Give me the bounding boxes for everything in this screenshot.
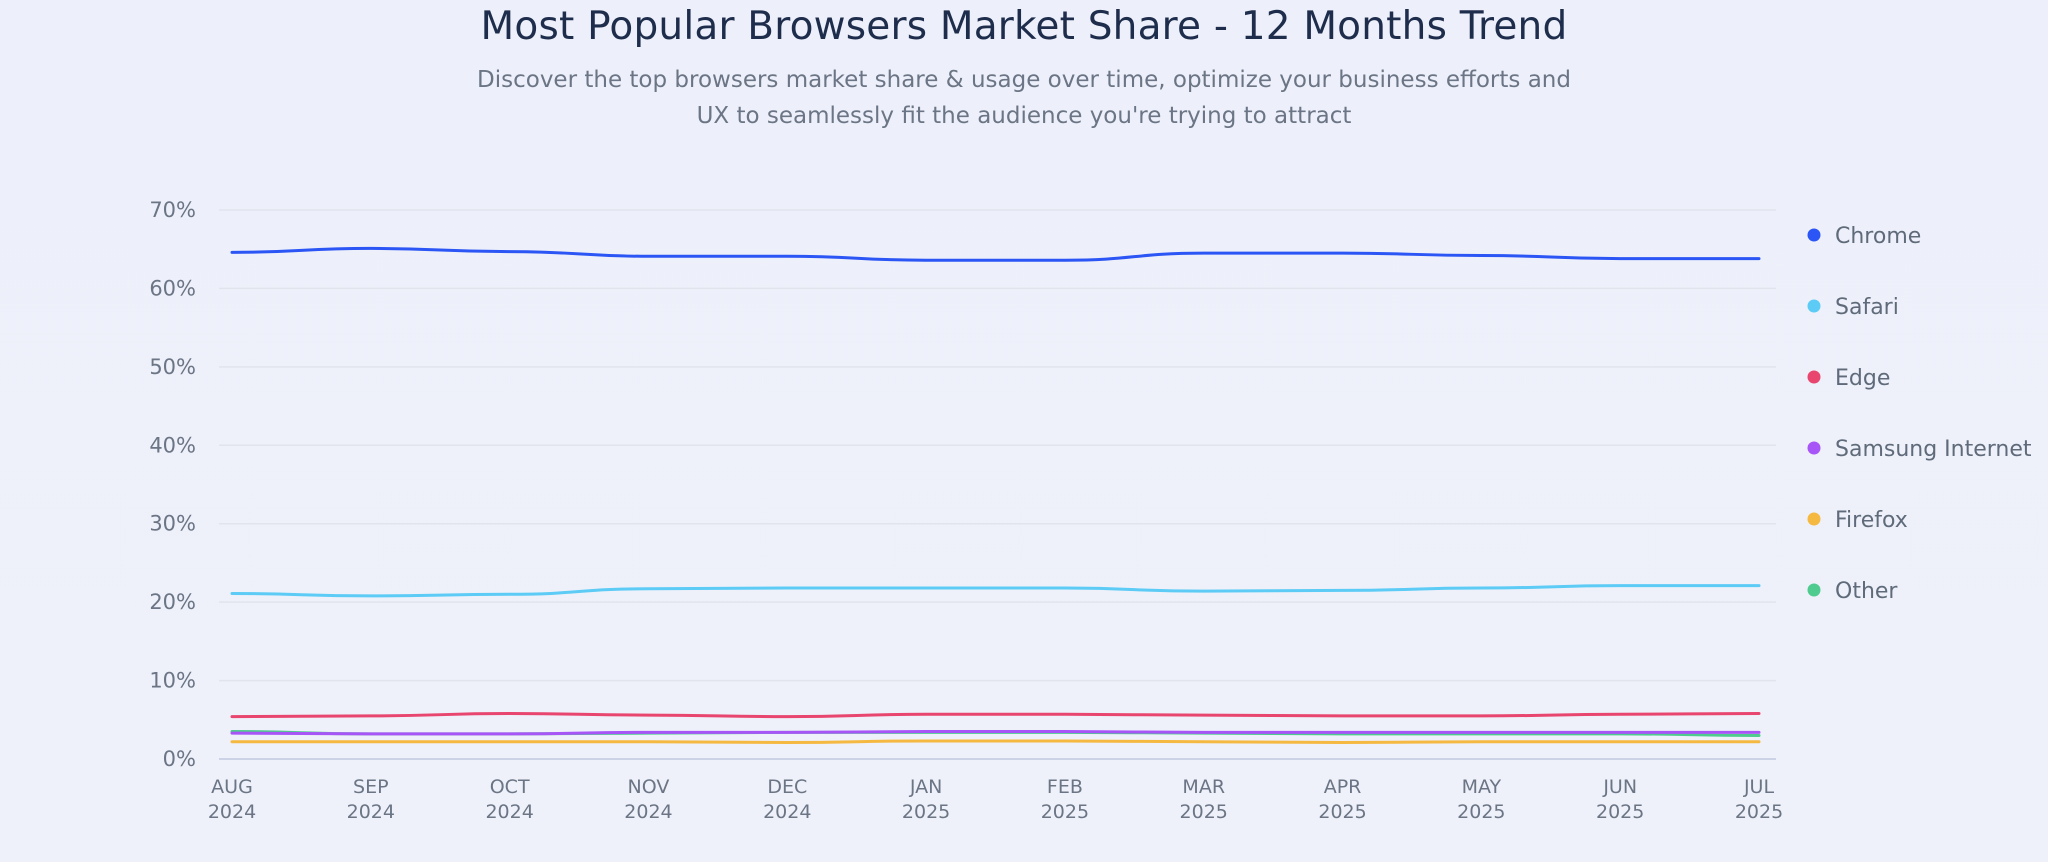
y-tick-label: 40% [149,433,196,457]
x-axis: AUG 2024 SEP 2024 OCT 2024 NOV 2024 DEC 2024 JAN 20… [208,776,1783,823]
x-tick-label: JUN 2025 [1596,776,1644,823]
x-tick-label: NOV 2024 [624,776,672,823]
y-tick-label: 10% [149,669,196,693]
legend-marker [1807,512,1821,526]
x-tick-label: FEB 2025 [1041,776,1089,823]
legend-marker [1807,299,1821,313]
chart-subtitle: Discover the top browsers market share &… [477,67,1571,129]
legend-label: Edge [1835,366,1890,391]
series-line-firefox [230,739,1761,745]
legend-label: Firefox [1835,508,1908,533]
x-tick-label: JAN 2025 [902,776,950,823]
legend-label: Chrome [1835,224,1921,249]
grid [219,209,1776,760]
x-tick-label: AUG 2024 [208,776,256,823]
legend-marker [1807,583,1821,597]
y-tick-label: 30% [149,512,196,536]
legend-marker [1807,370,1821,384]
legend-marker [1807,441,1821,455]
series-line-samsung-internet [230,730,1761,736]
y-axis: 0% 10% 20% 30% 40% 50% 60% 70% [149,198,196,771]
series-lines [230,246,1761,745]
y-tick-label: 70% [149,198,196,222]
y-tick-label: 0% [163,747,196,771]
x-tick-label: JUL 2025 [1735,776,1783,823]
x-tick-label: SEP 2024 [347,776,395,823]
legend-label: Samsung Internet [1835,437,2032,462]
y-tick-label: 50% [149,355,196,379]
legend: Chrome Safari Edge Samsung Internet Firefox O… [1807,224,2032,604]
legend-marker [1807,228,1821,242]
x-tick-label: MAY 2025 [1457,776,1505,823]
x-tick-label: APR 2025 [1318,776,1366,823]
legend-label: Safari [1835,295,1899,320]
y-tick-label: 20% [149,590,196,614]
x-tick-label: OCT 2024 [485,776,533,823]
x-tick-label: MAR 2025 [1180,776,1228,823]
y-tick-label: 60% [149,276,196,300]
series-line-chrome [230,246,1761,262]
legend-label: Other [1835,579,1898,604]
x-tick-label: DEC 2024 [763,776,811,823]
chart-title: Most Popular Browsers Market Share - 12 … [480,4,1568,49]
series-line-safari [230,584,1761,598]
series-line-edge [230,712,1761,719]
